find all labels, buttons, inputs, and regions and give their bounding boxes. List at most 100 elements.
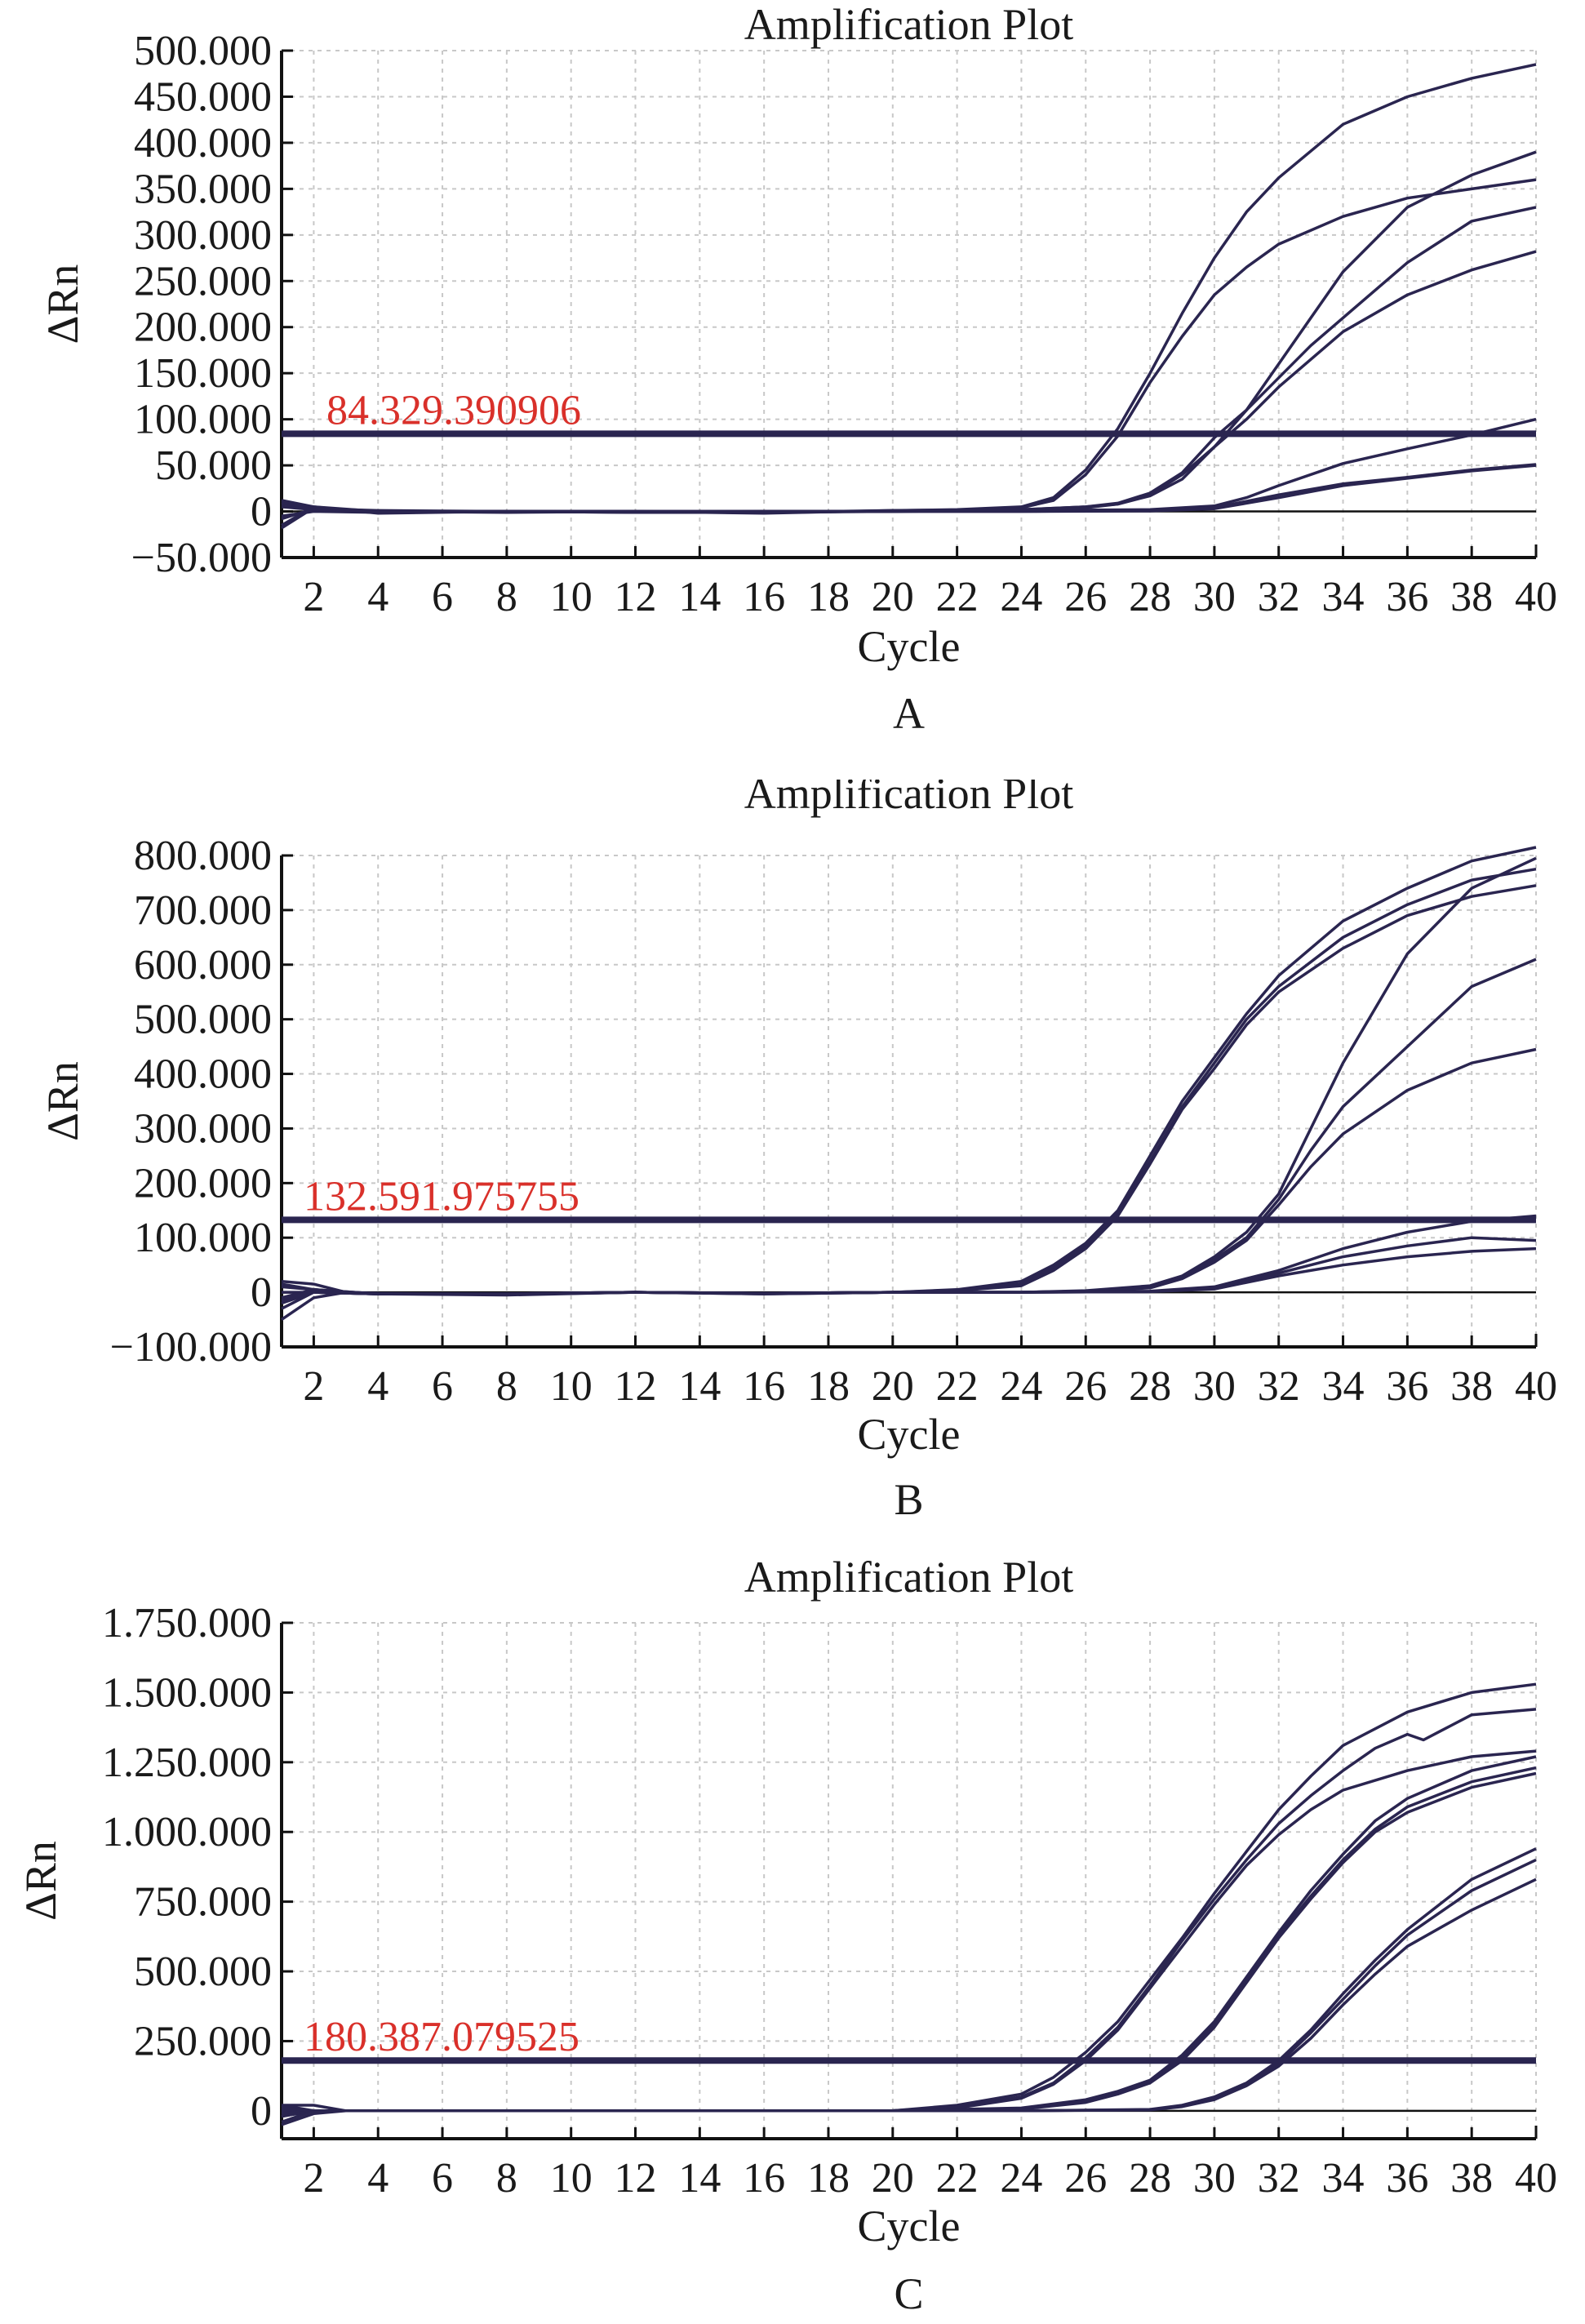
- chart-b-title: Amplification Plot: [744, 780, 1073, 818]
- chart-c-x-tick-label: 12: [615, 2155, 657, 2202]
- chart-b-x-tick-label: 40: [1515, 1363, 1557, 1410]
- chart-b-x-tick-label: 4: [367, 1363, 388, 1410]
- chart-b-threshold-label: 132.591.975755: [304, 1173, 579, 1220]
- chart-c-x-tick-label: 10: [550, 2155, 593, 2202]
- chart-b-x-tick-label: 20: [872, 1363, 914, 1410]
- chart-a-x-tick-label: 36: [1386, 574, 1428, 620]
- chart-a-x-tick-label: 18: [807, 574, 850, 620]
- chart-b-y-tick-label: 400.000: [134, 1051, 272, 1098]
- chart-a-x-tick-label: 8: [496, 574, 517, 620]
- chart-a-y-tick-label: 400.000: [134, 120, 272, 167]
- chart-c-x-tick-label: 30: [1193, 2155, 1236, 2202]
- chart-c-y-tick-label: 1.500.000: [102, 1669, 272, 1716]
- chart-b-amplification-curve: [281, 867, 1537, 1300]
- chart-b-y-tick-label: 200.000: [134, 1160, 272, 1206]
- chart-a-amplification-curve: [281, 178, 1537, 527]
- chart-a-x-tick-label: 16: [743, 574, 785, 620]
- chart-c-y-tick-label: 0: [251, 2088, 272, 2135]
- chart-a-amplification-curve: [281, 464, 1537, 513]
- chart-b-x-tick-label: 14: [678, 1363, 721, 1410]
- chart-a-x-tick-label: 14: [678, 574, 721, 620]
- chart-c-y-tick-label: 1.250.000: [102, 1740, 272, 1786]
- chart-a-x-tick-label: 24: [1000, 574, 1042, 620]
- chart-a-y-tick-label: 350.000: [134, 166, 272, 212]
- chart-a-y-tick-label: 250.000: [134, 258, 272, 304]
- chart-c-threshold-label: 180.387.079525: [304, 2014, 579, 2060]
- chart-b-x-tick-label: 10: [550, 1363, 593, 1410]
- chart-c-x-tick-label: 20: [872, 2155, 914, 2202]
- chart-b-y-tick-label: 500.000: [134, 997, 272, 1043]
- chart-a-title: Amplification Plot: [744, 0, 1073, 49]
- chart-b-x-tick-label: 22: [936, 1363, 979, 1410]
- chart-a-x-tick-label: 38: [1450, 574, 1493, 620]
- chart-b-y-tick-label: 0: [251, 1269, 272, 1316]
- chart-c-panel-label: C: [894, 2269, 923, 2318]
- chart-c-y-axis-label: ΔRn: [16, 1841, 65, 1921]
- chart-c-x-tick-label: 34: [1322, 2155, 1365, 2202]
- chart-b-x-tick-label: 8: [496, 1363, 517, 1410]
- chart-b-x-tick-label: 38: [1450, 1363, 1493, 1410]
- chart-a-amplification-curve: [281, 250, 1537, 518]
- chart-a-y-tick-label: 0: [251, 489, 272, 535]
- chart-b-y-tick-label: −100.000: [110, 1324, 272, 1371]
- amplification-plot-c: Amplification Plot 2 4 6 8 10 12 14 16 18 20 22 24 26…: [0, 1553, 1585, 2324]
- chart-a-x-tick-label: 28: [1129, 574, 1171, 620]
- chart-a-threshold-label: 84.329.390906: [326, 387, 581, 433]
- chart-a-x-tick-label: 12: [615, 574, 657, 620]
- chart-c-x-tick-label: 38: [1450, 2155, 1493, 2202]
- chart-c-y-tick-label: 1.000.000: [102, 1809, 272, 1855]
- chart-b-y-axis-label: ΔRn: [38, 1061, 87, 1141]
- chart-c-x-tick-label: 6: [432, 2155, 453, 2202]
- chart-a-x-tick-label: 32: [1258, 574, 1300, 620]
- chart-a-x-tick-label: 10: [550, 574, 593, 620]
- chart-a-x-tick-label: 26: [1064, 574, 1107, 620]
- chart-b-amplification-curve: [281, 1246, 1537, 1302]
- chart-b-x-tick-label: 2: [303, 1363, 324, 1410]
- chart-a-x-tick-label: 2: [303, 574, 324, 620]
- chart-c-x-tick-label: 28: [1129, 2155, 1171, 2202]
- chart-c-x-tick-label: 2: [303, 2155, 324, 2202]
- chart-b-x-tick-label: 12: [615, 1363, 657, 1410]
- chart-a-x-tick-label: 34: [1322, 574, 1365, 620]
- chart-c-x-tick-label: 26: [1064, 2155, 1107, 2202]
- chart-c-x-tick-label: 24: [1000, 2155, 1042, 2202]
- chart-c-title: Amplification Plot: [744, 1559, 1073, 1602]
- chart-a-y-tick-label: 450.000: [134, 73, 272, 120]
- chart-b-x-tick-label: 16: [743, 1363, 785, 1410]
- chart-a-amplification-curve: [281, 463, 1537, 530]
- chart-a-y-tick-label: 500.000: [134, 28, 272, 74]
- chart-a-x-axis-label: Cycle: [858, 622, 961, 671]
- chart-c-amplification-curve: [281, 1749, 1537, 2126]
- chart-a-amplification-curve: [281, 150, 1537, 514]
- chart-b-x-tick-label: 34: [1322, 1363, 1365, 1410]
- chart-c-x-tick-label: 36: [1386, 2155, 1428, 2202]
- chart-b-x-tick-label: 6: [432, 1363, 453, 1410]
- chart-c-amplification-curve: [281, 1847, 1537, 2113]
- chart-a-x-tick-label: 6: [432, 574, 453, 620]
- chart-c-x-tick-label: 22: [936, 2155, 979, 2202]
- chart-c-x-tick-label: 32: [1258, 2155, 1300, 2202]
- chart-a-amplification-curve: [281, 63, 1537, 515]
- chart-a-x-tick-label: 40: [1515, 574, 1557, 620]
- chart-a-x-tick-label: 4: [367, 574, 388, 620]
- chart-a-y-tick-label: 50.000: [155, 442, 272, 489]
- chart-b-y-tick-label: 300.000: [134, 1105, 272, 1152]
- chart-b-x-axis-label: Cycle: [858, 1410, 961, 1459]
- chart-b-y-tick-label: 700.000: [134, 887, 272, 934]
- amplification-plot-a: Amplification Plot 2 4 6 8 10 12 14 16 18 20 22 24 26…: [0, 0, 1585, 784]
- chart-a-y-tick-label: 100.000: [134, 397, 272, 443]
- chart-c-x-tick-label: 18: [807, 2155, 850, 2202]
- chart-c-x-tick-label: 16: [743, 2155, 785, 2202]
- chart-b-y-tick-label: 100.000: [134, 1215, 272, 1261]
- chart-a-y-tick-label: 200.000: [134, 304, 272, 351]
- chart-a-x-tick-label: 20: [872, 574, 914, 620]
- chart-a-y-axis-label: ΔRn: [38, 264, 87, 344]
- chart-a-amplification-curve: [281, 206, 1537, 514]
- chart-a-panel-label: A: [893, 689, 925, 738]
- chart-c-x-tick-label: 8: [496, 2155, 517, 2202]
- chart-c-x-axis-label: Cycle: [858, 2202, 961, 2251]
- chart-c-y-tick-label: 500.000: [134, 1949, 272, 1995]
- chart-b-y-tick-label: 600.000: [134, 942, 272, 989]
